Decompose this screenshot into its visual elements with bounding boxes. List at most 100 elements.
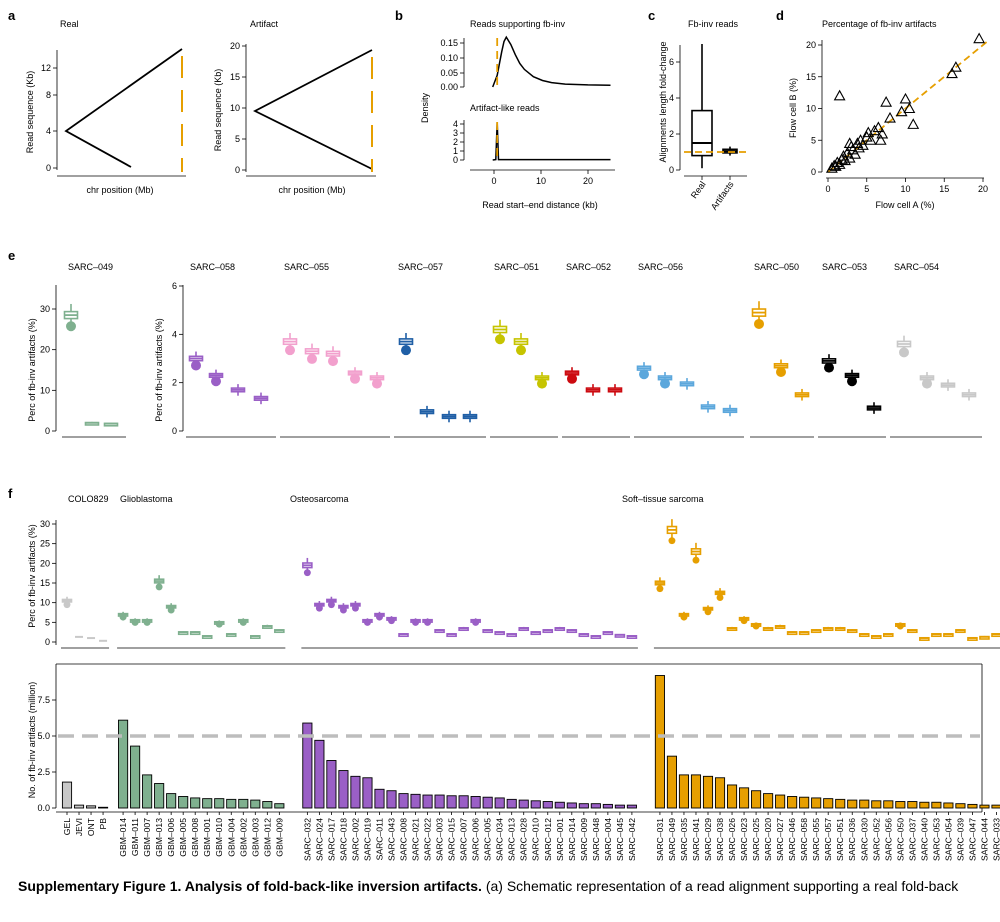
panel-d-point	[825, 162, 838, 173]
panel-f-xtick: SARC–030	[859, 818, 869, 861]
panel-f-bar	[73, 804, 85, 809]
panel-b-top-ytick: 0.10	[440, 53, 458, 63]
panel-e-group-label: SARC–052	[566, 262, 611, 272]
panel-f-top-ytick: 10	[40, 598, 50, 608]
panel-f-bar	[847, 799, 858, 809]
panel-e-group-label: SARC–056	[638, 262, 683, 272]
panel-f-bar	[262, 801, 273, 809]
panel-f-xtick: SARC–050	[895, 818, 905, 861]
panel-d-xtick: 15	[939, 184, 949, 194]
panel-c-title: Fb-inv reads	[688, 19, 739, 29]
panel-f-bar	[518, 799, 529, 809]
panel-e-sample-outlier	[754, 318, 764, 329]
panel-a-artifact-ytick: 5	[235, 134, 240, 144]
panel-f-top-ytick: 25	[40, 539, 50, 549]
panel-f-bar	[61, 781, 73, 809]
panel-f-xtick: SARC–006	[471, 818, 481, 861]
panel-e-right-ytick: 6	[172, 281, 177, 291]
panel-f-bar	[350, 775, 361, 809]
panel-e-sample-outlier	[776, 367, 786, 378]
panel-f-xtick: ONT	[86, 817, 96, 836]
panel-e-left-ytick: 0	[45, 426, 50, 436]
panel-f-xtick: SARC–027	[775, 818, 785, 861]
panel-f-xtick: PB	[98, 818, 108, 830]
panel-a-real-title: Real	[60, 19, 79, 29]
panel-f-top-sample-outlier	[155, 583, 163, 591]
panel-f-top-sample-outlier	[472, 618, 480, 626]
panel-f-top-sample-outlier	[303, 569, 311, 577]
static-layer: a Real Artifact 0 4 8 12 Read sequence (…	[8, 8, 984, 813]
panel-f-bar	[666, 755, 677, 809]
panel-d-point	[837, 149, 850, 161]
panel-f-bar	[554, 801, 565, 809]
panel-f-xtick: SARC–041	[691, 818, 701, 861]
panel-f-xtick: GEL	[62, 818, 72, 835]
panel-f-xtick: SARC–043	[387, 818, 397, 861]
panel-d-point	[851, 137, 864, 148]
panel-f-xtick: SARC–015	[447, 818, 457, 861]
panel-f-bottom-ylabel: No. of fb-inv artifacts (million)	[27, 682, 37, 799]
panel-e-right-ytick: 0	[172, 426, 177, 436]
panel-f-xtick: SARC–055	[811, 818, 821, 861]
panel-f-xtick: SARC–052	[871, 818, 881, 861]
panel-f-bar	[314, 739, 325, 809]
panel-f-bar	[739, 787, 750, 809]
panel-f-bar	[775, 794, 786, 809]
panel-d-point	[907, 118, 920, 129]
panel-e-sample-outlier	[516, 345, 526, 356]
panel-e-sample-outlier	[328, 356, 338, 367]
panel-e-left-ylabel: Perc of fb-inv artifacts (%)	[27, 318, 37, 422]
panel-b-bottom-title: Artifact-like reads	[470, 103, 540, 113]
panel-f-top-ytick: 30	[40, 519, 50, 529]
panel-e-sample-outlier	[401, 345, 411, 356]
panel-f-top-sample-outlier	[692, 556, 700, 564]
panel-e-sample-outlier	[307, 353, 317, 364]
panel-f-xtick: SARC–042	[627, 818, 637, 861]
panel-d-point	[973, 32, 986, 44]
panel-f-bar	[690, 774, 702, 809]
panel-d-point	[839, 154, 851, 166]
panel-f-bar	[590, 803, 601, 809]
panel-f-top-ytick: 0	[45, 637, 50, 647]
panel-d-point	[872, 121, 885, 133]
panel-e-sample-outlier	[660, 378, 670, 389]
panel-f-xtick: SARC–018	[338, 818, 348, 861]
panel-d-xtick: 5	[864, 184, 869, 194]
panel-f-group-label: Soft–tissue sarcoma	[622, 494, 704, 504]
panel-f-xtick: GBM–003	[250, 818, 260, 857]
panel-f-bar	[726, 784, 738, 809]
panel-f-bar	[654, 675, 665, 809]
panel-a-real-ytick: 12	[41, 63, 51, 73]
panel-d-letter: d	[776, 8, 784, 23]
panel-d-point	[833, 89, 846, 101]
panel-f-xtick: SARC–008	[399, 818, 409, 861]
panel-f-bar	[446, 795, 457, 809]
panel-f-bar	[714, 777, 726, 809]
panel-f-bar	[362, 777, 373, 809]
panel-f-top-sample-outlier	[363, 618, 371, 626]
panel-f-bottom-ytick: 5.0	[37, 731, 50, 741]
panel-d-point	[856, 139, 869, 150]
panel-b-top-title: Reads supporting fb-inv	[470, 19, 566, 29]
panel-f-xtick: SARC–032	[302, 818, 312, 861]
panel-f-xtick: SARC–036	[847, 818, 857, 861]
panel-f-xtick: GBM–001	[202, 818, 212, 857]
panel-d-point	[949, 61, 962, 72]
panel-b-bottom-yticks: 0 1 2 3 4	[453, 119, 464, 165]
panel-f-bottom-ytick: 2.5	[37, 767, 50, 777]
panel-e-sample-outlier	[372, 378, 382, 389]
panel-e-sample-outlier	[567, 373, 577, 384]
panel-d-point	[880, 96, 893, 107]
panel-c-yticks	[676, 61, 680, 171]
panel-e-sample-outlier	[211, 376, 221, 387]
panel-e-right-ylabel: Perc of fb-inv artifacts (%)	[154, 318, 164, 422]
panel-c-xtick: Real	[689, 179, 708, 200]
panel-d-ylabel: Flow cell B (%)	[788, 78, 798, 138]
panel-f-top-sample-outlier	[680, 613, 688, 621]
panel-b-xlabel: Read start–end distance (kb)	[482, 200, 598, 210]
panel-c-ylabel: Alignments length fold-change	[658, 41, 668, 162]
panel-f-xtick: SARC–047	[967, 818, 977, 861]
panel-f-bar	[678, 774, 690, 809]
panel-f-bar	[811, 797, 822, 809]
